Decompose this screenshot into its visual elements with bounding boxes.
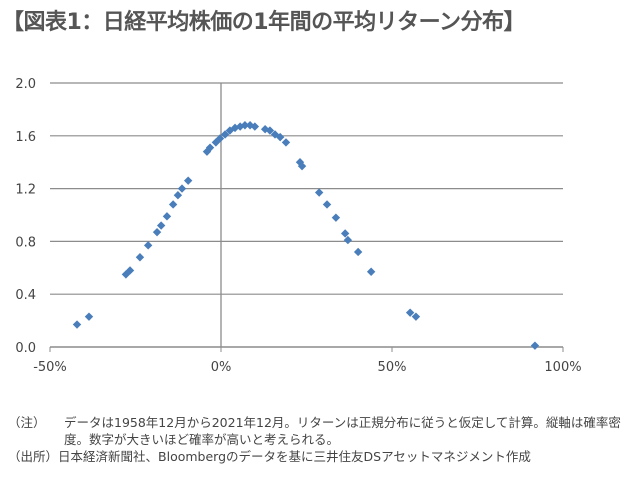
y-tick-label: 1.6 xyxy=(15,130,36,145)
note-label: （注） xyxy=(8,415,46,430)
data-point xyxy=(297,161,307,171)
data-point xyxy=(281,138,291,147)
y-tick-label: 0.4 xyxy=(15,288,36,303)
source-text: 日本経済新聞社、Bloombergのデータを基に三井住友DSアセットマネジメント… xyxy=(58,449,531,464)
chart-title: 【図表1：日経平均株価の1年間の平均リターン分布】 xyxy=(2,10,526,35)
data-point xyxy=(168,200,178,209)
data-point xyxy=(152,227,162,237)
y-tick-label: 2.0 xyxy=(15,77,36,92)
data-point xyxy=(331,213,341,222)
x-tick-label: 100% xyxy=(544,360,581,375)
data-point xyxy=(143,241,153,250)
data-point xyxy=(156,221,166,230)
data-point xyxy=(314,188,324,197)
data-point xyxy=(205,143,215,152)
data-point xyxy=(135,253,145,262)
data-point xyxy=(250,122,260,131)
source-label: （出所） xyxy=(8,449,59,464)
data-point xyxy=(265,126,275,135)
data-point xyxy=(340,229,350,238)
y-tick-label: 0.8 xyxy=(15,235,36,250)
data-point xyxy=(215,134,225,143)
data-point xyxy=(125,266,135,275)
x-tick-label: -50% xyxy=(33,360,67,375)
data-point xyxy=(177,184,187,193)
data-point xyxy=(230,123,240,133)
data-point xyxy=(405,308,415,317)
data-point xyxy=(84,312,94,321)
data-point xyxy=(353,247,363,257)
data-point xyxy=(72,320,82,329)
scatter-chart: 0.0 0.4 0.8 1.2 1.6 2.0 -50% 0% 50% 100% xyxy=(15,77,581,375)
data-point xyxy=(225,126,235,135)
y-tick-label: 1.2 xyxy=(15,183,36,198)
data-point xyxy=(343,235,353,245)
data-point xyxy=(530,341,540,350)
x-tick-label: 50% xyxy=(378,360,407,375)
data-point xyxy=(183,176,193,185)
x-tick-label: 0% xyxy=(211,360,232,375)
data-point xyxy=(220,130,230,139)
note-text: データは1958年12月から2021年12月。リターンは正規分布に従うと仮定して… xyxy=(64,415,621,447)
data-point xyxy=(322,200,332,209)
data-point xyxy=(173,191,183,200)
data-point xyxy=(240,121,250,130)
data-point xyxy=(411,312,421,321)
data-point xyxy=(366,267,376,276)
y-tick-label: 0.0 xyxy=(15,341,36,356)
footnotes: （注） データは1958年12月から2021年12月。リターンは正規分布に従うと… xyxy=(8,414,640,465)
data-point xyxy=(275,132,285,142)
data-point xyxy=(162,212,172,221)
